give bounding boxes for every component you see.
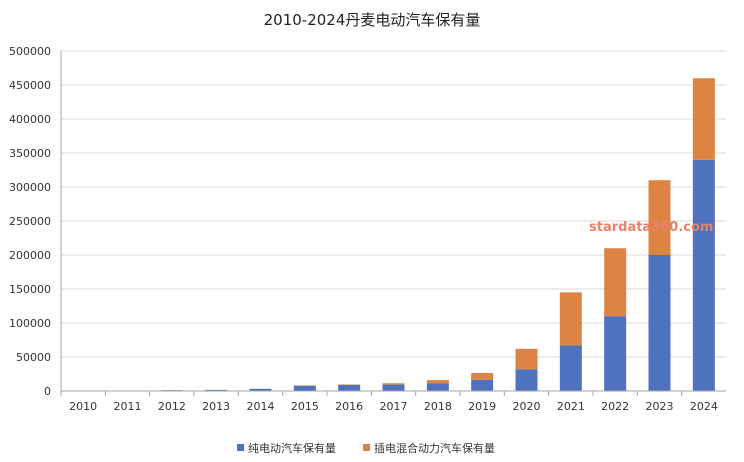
y-tick-label: 100000 [9,317,51,330]
x-tick-label: 2021 [557,400,585,413]
x-tick-label: 2024 [690,400,718,413]
x-tick-label: 2015 [291,400,319,413]
bar-segment-phev [293,385,316,386]
x-tick-label: 2019 [468,400,496,413]
y-tick-label: 150000 [9,283,51,296]
bar-segment-phev [559,292,582,346]
y-tick-label: 250000 [9,215,51,228]
y-tick-label: 0 [44,385,51,398]
bar-segment-bev [249,388,272,391]
bar-segment-phev [692,78,715,160]
bar-segment-phev [382,383,405,385]
x-tick-label: 2022 [601,400,629,413]
bar-segment-phev [426,380,449,384]
legend-swatch [363,444,370,451]
legend: 纯电动汽车保有量 插电混合动力汽车保有量 [237,441,495,455]
x-tick-label: 2010 [69,400,97,413]
watermark-text: stardata360.com [589,220,713,235]
x-tick-label: 2023 [646,400,674,413]
bar-segment-phev [604,248,627,317]
x-tick-label: 2017 [380,400,408,413]
bar-segment-bev [338,384,361,391]
x-tick-label: 2018 [424,400,452,413]
bar-segment-bev [648,255,671,391]
y-tick-label: 350000 [9,147,51,160]
legend-label: 纯电动汽车保有量 [248,441,336,455]
bar-segment-bev [559,345,582,391]
x-tick-label: 2011 [114,400,142,413]
y-tick-label: 300000 [9,181,51,194]
y-tick-label: 400000 [9,113,51,126]
y-tick-label: 450000 [9,79,51,92]
bar-segment-bev [604,316,627,391]
y-tick-label: 500000 [9,45,51,58]
bar-segment-bev [205,389,228,391]
legend-label: 插电混合动力汽车保有量 [374,441,495,455]
x-tick-label: 2020 [513,400,541,413]
bar-segment-bev [692,159,715,391]
bar-segment-bev [471,379,494,391]
axes [60,51,726,396]
y-tick-label: 200000 [9,249,51,262]
x-tick-label: 2013 [202,400,230,413]
x-tick-label: 2012 [158,400,186,413]
x-tick-label: 2014 [247,400,275,413]
bar-segment-phev [515,348,538,370]
chart-title: 2010-2024丹麦电动汽车保有量 [263,11,481,29]
bar-segment-phev [648,180,671,255]
tick-labels: 0 50000 100000 150000 200000 250000 300000 3500… [9,45,718,413]
grid-lines [61,50,726,358]
bar-segment-bev [382,384,405,391]
bar-segment-bev [293,385,316,391]
y-tick-label: 50000 [16,351,51,364]
bar-segment-bev [426,383,449,391]
bar-segment-bev [515,369,538,391]
bar-segment-phev [338,384,361,385]
bar-segment-phev [471,372,494,380]
legend-swatch [237,444,244,451]
x-tick-label: 2016 [335,400,363,413]
